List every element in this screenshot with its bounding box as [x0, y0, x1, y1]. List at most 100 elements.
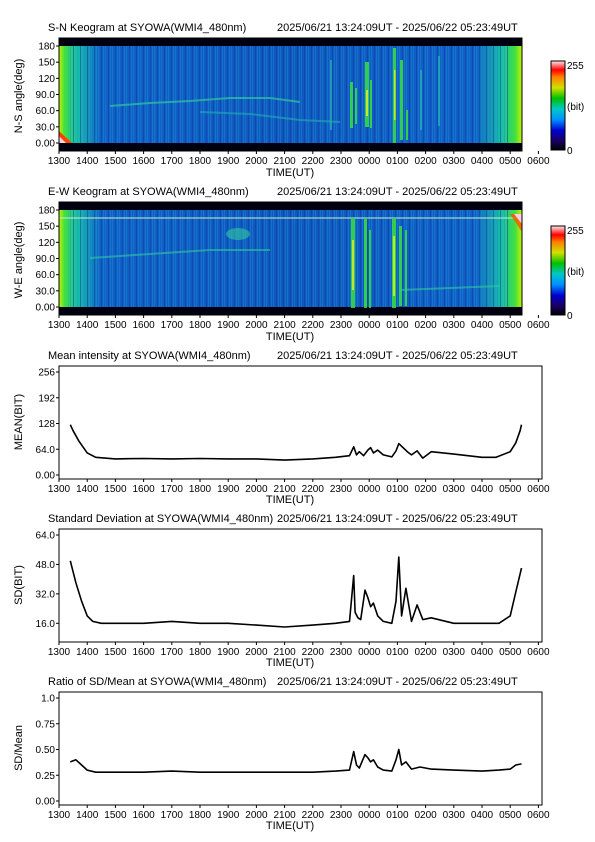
- sn-keogram-x-tick-label: 1300: [48, 156, 71, 167]
- ew-keogram-y-tick-label: 120: [38, 238, 55, 249]
- sd-chart-x-tick-label: 0300: [443, 647, 466, 658]
- sn-colorbar-min: 0: [567, 146, 573, 157]
- sn-colorbar-unit: (bit): [567, 102, 584, 113]
- ew-keogram-image: [59, 202, 522, 315]
- ew-keogram-y-tick-label: 0.00: [36, 303, 56, 314]
- sd-chart-x-tick-label: 0500: [499, 647, 522, 658]
- ew-keogram-y-tick-label: 60.0: [36, 270, 56, 281]
- sn-keogram-time-range: 2025/06/21 13:24:09UT - 2025/06/22 05:23…: [277, 22, 518, 34]
- ratio-chart-x-tick-label: 1800: [189, 810, 212, 821]
- sd-chart-x-tick-label: 2300: [330, 647, 353, 658]
- mean-chart-x-tick-label: 0400: [471, 484, 494, 495]
- sn-keogram-y-tick-label: 30.0: [36, 122, 56, 133]
- sd-chart-x-tick-label: 1300: [48, 647, 71, 658]
- mean-chart-x-tick-label: 2100: [273, 484, 296, 495]
- sd-chart-title: Standard Deviation at SYOWA(WMI4_480nm): [48, 513, 273, 525]
- mean-chart-y-tick-label: 256: [38, 368, 55, 379]
- sd-chart-x-tick-label: 1700: [161, 647, 184, 658]
- mean-chart-x-label: TIME(UT): [266, 494, 314, 506]
- ew-colorbar-unit: (bit): [567, 267, 584, 278]
- sn-keogram-x-tick-label: 0500: [499, 156, 522, 167]
- mean-chart-x-tick-label: 1600: [132, 484, 155, 495]
- ew-keogram-y-label: W-E angle(deg): [13, 222, 25, 299]
- sd-chart-y-tick-label: 48.0: [36, 560, 56, 571]
- sn-keogram-image: [59, 38, 522, 151]
- sn-colorbar: 255 (bit) 0: [550, 60, 584, 157]
- ratio-chart-x-tick-label: 1600: [132, 810, 155, 821]
- ratio-chart-frame: [58, 691, 543, 806]
- mean-chart-frame: [58, 365, 543, 480]
- mean-chart-x-tick-label: 1500: [104, 484, 127, 495]
- ratio-chart-panel: Ratio of SD/Mean at SYOWA(WMI4_480nm) 20…: [13, 676, 550, 832]
- ratio-chart-x-tick-label: 0100: [386, 810, 409, 821]
- sn-keogram-x-tick-label: 2200: [302, 156, 325, 167]
- ratio-chart-x-tick-label: 0600: [527, 810, 550, 821]
- sn-keogram-y-tick-label: 90.0: [36, 90, 56, 101]
- sd-chart-y-tick-label: 32.0: [36, 589, 56, 600]
- sn-keogram-x-tick-label: 1600: [132, 156, 155, 167]
- sn-keogram-y-tick-label: 0.00: [36, 139, 56, 150]
- ew-keogram-x-axis: 1300 1400 1500 1600 1700 1800 1900 2000 2100 2200…: [48, 315, 550, 331]
- mean-chart-title: Mean intensity at SYOWA(WMI4_480nm): [48, 350, 251, 362]
- ew-keogram-x-tick-label: 2200: [302, 320, 325, 331]
- sd-chart-x-tick-label: 1400: [76, 647, 99, 658]
- ew-keogram-x-tick-label: 1800: [189, 320, 212, 331]
- mean-chart-x-tick-label: 0300: [443, 484, 466, 495]
- sd-chart-x-tick-label: 0600: [527, 647, 550, 658]
- ratio-chart-x-tick-label: 1500: [104, 810, 127, 821]
- ew-colorbar-max: 255: [567, 226, 584, 237]
- mean-chart-x-tick-label: 0500: [499, 484, 522, 495]
- sd-chart-series-line: [69, 556, 523, 628]
- sd-chart-y-tick-label: 64.0: [36, 531, 56, 542]
- sd-chart-x-tick-label: 1500: [104, 647, 127, 658]
- sn-keogram-title: S-N Keogram at SYOWA(WMI4_480nm): [48, 22, 246, 34]
- ratio-chart-x-tick-label: 1400: [76, 810, 99, 821]
- sd-chart-y-label: SD(BIT): [13, 565, 25, 605]
- ew-keogram-x-tick-label: 0000: [358, 320, 381, 331]
- ew-keogram-x-tick-label: 0600: [527, 320, 550, 331]
- ratio-chart-x-tick-label: 2300: [330, 810, 353, 821]
- mean-chart-x-tick-label: 1400: [76, 484, 99, 495]
- sn-keogram-y-tick-label: 60.0: [36, 106, 56, 117]
- ratio-chart-y-tick-label: 0.50: [36, 745, 56, 756]
- mean-chart-y-tick-label: 64.0: [36, 445, 56, 456]
- ew-colorbar-min: 0: [567, 311, 573, 322]
- ratio-chart-y-tick-label: 0.00: [36, 797, 56, 808]
- ew-keogram-x-tick-label: 1500: [104, 320, 127, 331]
- ew-keogram-x-tick-label: 0400: [471, 320, 494, 331]
- sn-keogram-y-tick-label: 150: [38, 58, 55, 69]
- ew-keogram-title: E-W Keogram at SYOWA(WMI4_480nm): [48, 186, 249, 198]
- ew-keogram-x-tick-label: 2100: [273, 320, 296, 331]
- sn-keogram-x-tick-label: 2100: [273, 156, 296, 167]
- mean-chart-x-tick-label: 2300: [330, 484, 353, 495]
- ew-keogram-x-tick-label: 1700: [161, 320, 184, 331]
- ratio-chart-x-tick-label: 0400: [471, 810, 494, 821]
- sd-chart-x-tick-label: 0100: [386, 647, 409, 658]
- ratio-chart-x-tick-label: 0300: [443, 810, 466, 821]
- ratio-chart-y-tick-label: 1.0: [41, 694, 55, 705]
- mean-chart-y-tick-label: 192: [38, 393, 55, 404]
- sn-keogram-x-label: TIME(UT): [266, 167, 314, 179]
- sd-chart-x-tick-label: 1900: [217, 647, 240, 658]
- mean-chart-x-tick-label: 1900: [217, 484, 240, 495]
- sn-keogram-x-tick-label: 0100: [386, 156, 409, 167]
- mean-chart-plot: 0.00 64.0 128 192 256 1300 1400 1500 1600 1700 180…: [36, 368, 550, 496]
- mean-chart-time-range: 2025/06/21 13:24:09UT - 2025/06/22 05:23…: [277, 350, 518, 362]
- sd-chart-frame: [58, 528, 543, 643]
- ratio-chart-title: Ratio of SD/Mean at SYOWA(WMI4_480nm): [48, 676, 266, 688]
- ew-keogram-y-tick-label: 90.0: [36, 254, 56, 265]
- ew-keogram-time-range: 2025/06/21 13:24:09UT - 2025/06/22 05:23…: [277, 186, 518, 198]
- ratio-chart-y-tick-label: 0.25: [36, 771, 56, 782]
- sd-chart-x-tick-label: 2100: [273, 647, 296, 658]
- ratio-chart-plot: 0.00 0.25 0.50 0.75 1.0 1300 1400 1500 1600 1700 1…: [36, 694, 550, 822]
- sd-chart-x-tick-label: 1600: [132, 647, 155, 658]
- ratio-chart-x-label: TIME(UT): [266, 820, 314, 832]
- sd-chart-plot: 16.0 32.0 48.0 64.0 1300 1400 1500 1600 1700 1800…: [36, 531, 550, 659]
- sd-chart-time-range: 2025/06/21 13:24:09UT - 2025/06/22 05:23…: [277, 513, 518, 525]
- sn-keogram-x-tick-label: 1900: [217, 156, 240, 167]
- sd-chart-x-tick-label: 0000: [358, 647, 381, 658]
- sn-keogram-y-axis: 0.00 30.0 60.0 90.0 120 150 180: [36, 42, 59, 150]
- mean-chart-x-tick-label: 0100: [386, 484, 409, 495]
- ew-keogram-x-tick-label: 1900: [217, 320, 240, 331]
